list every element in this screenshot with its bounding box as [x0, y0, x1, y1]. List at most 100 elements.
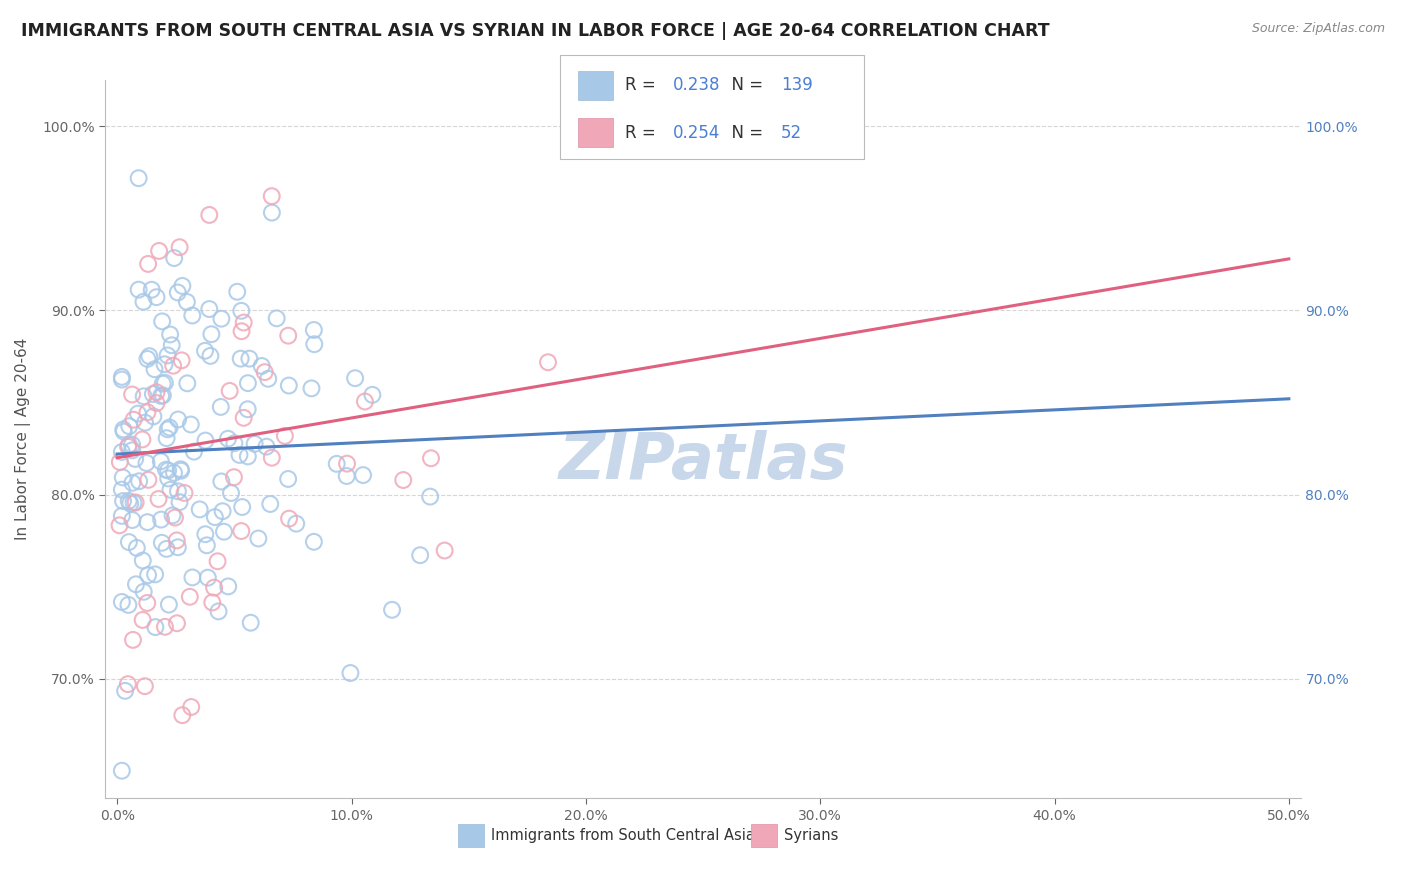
Point — [122, 413, 145, 427]
Point — [169, 462, 191, 476]
Point — [132, 389, 155, 403]
Point — [222, 470, 245, 484]
Point — [145, 290, 167, 304]
Point — [132, 294, 155, 309]
Point — [344, 371, 367, 385]
Point — [159, 327, 181, 342]
Point — [111, 370, 134, 384]
Point — [301, 381, 323, 395]
Point — [420, 451, 443, 466]
Point — [231, 303, 253, 318]
Point — [181, 570, 204, 584]
Point — [159, 483, 181, 497]
Point — [125, 577, 148, 591]
Point — [325, 457, 347, 471]
Bar — [578, 71, 613, 100]
Point — [167, 484, 190, 499]
Point — [111, 508, 134, 523]
Point — [302, 323, 325, 337]
Point — [419, 490, 441, 504]
Point — [180, 700, 202, 714]
Point — [195, 538, 218, 552]
Point — [176, 294, 198, 309]
FancyBboxPatch shape — [560, 55, 865, 160]
Point — [112, 494, 135, 508]
Point — [134, 416, 156, 430]
Point — [152, 376, 174, 391]
Point — [354, 394, 377, 409]
Point — [112, 425, 135, 439]
Point — [122, 496, 145, 510]
Point — [156, 348, 179, 362]
Point — [135, 456, 157, 470]
Point — [200, 349, 222, 363]
Point — [260, 189, 283, 203]
Point — [118, 419, 141, 434]
Text: 0.238: 0.238 — [673, 77, 721, 95]
Point — [194, 343, 217, 358]
Point — [285, 516, 308, 531]
Point — [153, 620, 176, 634]
Point — [211, 504, 233, 518]
Point — [217, 579, 239, 593]
Point — [111, 372, 134, 386]
Point — [163, 466, 186, 480]
Point — [131, 433, 153, 447]
Bar — [751, 824, 778, 847]
Text: Source: ZipAtlas.com: Source: ZipAtlas.com — [1251, 22, 1385, 36]
Point — [266, 311, 288, 326]
Point — [236, 402, 259, 417]
Point — [128, 171, 150, 186]
Text: ZIPatlas: ZIPatlas — [558, 430, 848, 491]
Point — [194, 434, 217, 448]
Point — [141, 283, 163, 297]
Point — [339, 666, 361, 681]
Point — [229, 351, 252, 366]
Point — [166, 285, 188, 300]
Point — [179, 590, 201, 604]
Point — [277, 472, 299, 486]
Point — [228, 448, 250, 462]
Point — [176, 376, 198, 391]
Point — [194, 527, 217, 541]
Point — [122, 632, 145, 647]
Point — [114, 683, 136, 698]
Point — [152, 388, 174, 402]
Point — [247, 532, 270, 546]
Text: IMMIGRANTS FROM SOUTH CENTRAL ASIA VS SYRIAN IN LABOR FORCE | AGE 20-64 CORRELAT: IMMIGRANTS FROM SOUTH CENTRAL ASIA VS SY… — [21, 22, 1050, 40]
Point — [236, 376, 259, 391]
Point — [153, 357, 176, 371]
Point — [232, 410, 254, 425]
Point — [181, 309, 204, 323]
Point — [160, 338, 183, 352]
Point — [121, 513, 143, 527]
Point — [118, 494, 141, 508]
Point — [392, 473, 415, 487]
Point — [170, 464, 193, 478]
Point — [124, 451, 146, 466]
Point — [136, 405, 159, 419]
Point — [124, 495, 146, 509]
Point — [200, 327, 222, 342]
Point — [117, 440, 139, 454]
Point — [145, 620, 167, 634]
Point — [239, 615, 262, 630]
Point — [132, 584, 155, 599]
Point — [260, 450, 283, 465]
Point — [172, 279, 194, 293]
Point — [108, 455, 131, 469]
Point — [150, 314, 173, 328]
Point — [163, 510, 186, 524]
Point — [150, 512, 173, 526]
Point — [231, 524, 253, 538]
Point — [236, 450, 259, 464]
Text: Syrians: Syrians — [785, 828, 838, 843]
Point — [188, 502, 211, 516]
Point — [257, 372, 280, 386]
Point — [136, 515, 159, 529]
Point — [207, 604, 229, 618]
Point — [260, 205, 283, 219]
Point — [111, 595, 134, 609]
Point — [108, 518, 131, 533]
Point — [136, 257, 159, 271]
